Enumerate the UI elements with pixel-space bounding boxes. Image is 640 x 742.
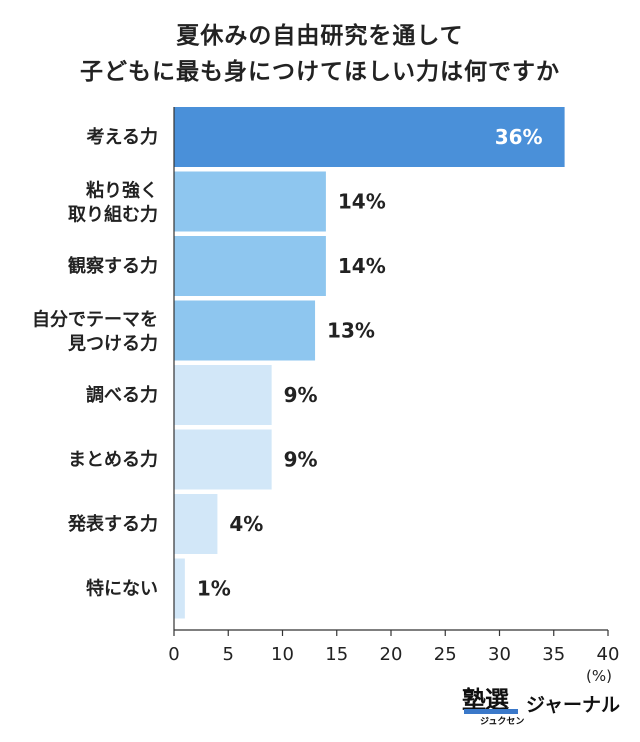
value-label-2: 14% (338, 254, 386, 278)
bar-6 (174, 494, 218, 554)
value-label-7: 1% (197, 577, 231, 601)
bar-2 (174, 236, 326, 296)
bar-3 (174, 300, 316, 361)
bar-4 (174, 365, 272, 425)
value-label-5: 9% (284, 448, 318, 472)
x-tick-label-6: 30 (488, 644, 511, 665)
category-label-4: 調べる力 (86, 384, 158, 406)
bar-7 (174, 558, 185, 619)
bar-5 (174, 429, 272, 490)
x-tick-label-2: 10 (271, 644, 294, 665)
category-label-3: 自分でテーマを見つける力 (32, 309, 158, 355)
category-labels-group: 考える力粘り強く取り組む力観察する力自分でテーマを見つける力調べる力まとめる力発… (32, 126, 158, 600)
x-axis: 0 5 10 15 20 25 30 35 40 (168, 107, 619, 665)
value-labels-group: 36% 14% 14% 13% 9% 9% 4% 1% (197, 125, 543, 601)
brand-logo-bar (464, 709, 518, 714)
brand-logo-sub: ジャーナル (526, 694, 621, 716)
value-label-4: 9% (284, 383, 318, 407)
x-tick-label-8: 40 (597, 644, 620, 665)
category-label-0: 考える力 (87, 126, 158, 148)
chart-title-line-1: 夏休みの自由研究を通して (176, 23, 464, 49)
category-label-7: 特にない (86, 578, 158, 600)
x-tick-label-3: 15 (325, 644, 348, 665)
value-label-3: 13% (327, 319, 375, 343)
x-tick-label-5: 25 (434, 644, 457, 665)
bar-0 (174, 107, 565, 167)
value-label-0: 36% (495, 125, 543, 149)
chart-title-line-2: 子どもに最も身につけてほしい力は何ですか (80, 59, 560, 85)
x-tick-label-7: 35 (542, 644, 565, 665)
category-label-2: 観察する力 (68, 255, 158, 277)
x-tick-label-0: 0 (168, 644, 179, 665)
brand-logo: 塾選 ジュクセン ジャーナル (462, 680, 632, 730)
bars-group (174, 107, 565, 619)
chart-title: 夏休みの自由研究を通して 子どもに最も身につけてほしい力は何ですか (0, 18, 640, 90)
category-label-5: まとめる力 (68, 450, 158, 471)
value-label-6: 4% (229, 512, 263, 536)
bar-1 (174, 171, 326, 232)
x-tick-label-1: 5 (223, 644, 234, 665)
category-label-6: 発表する力 (67, 513, 158, 535)
value-label-1: 14% (338, 190, 386, 214)
axis-unit-label: (%) (586, 667, 612, 685)
x-tick-label-4: 20 (380, 644, 403, 665)
brand-logo-kana: ジュクセン (480, 717, 525, 727)
category-label-1: 粘り強く取り組む力 (68, 180, 158, 226)
